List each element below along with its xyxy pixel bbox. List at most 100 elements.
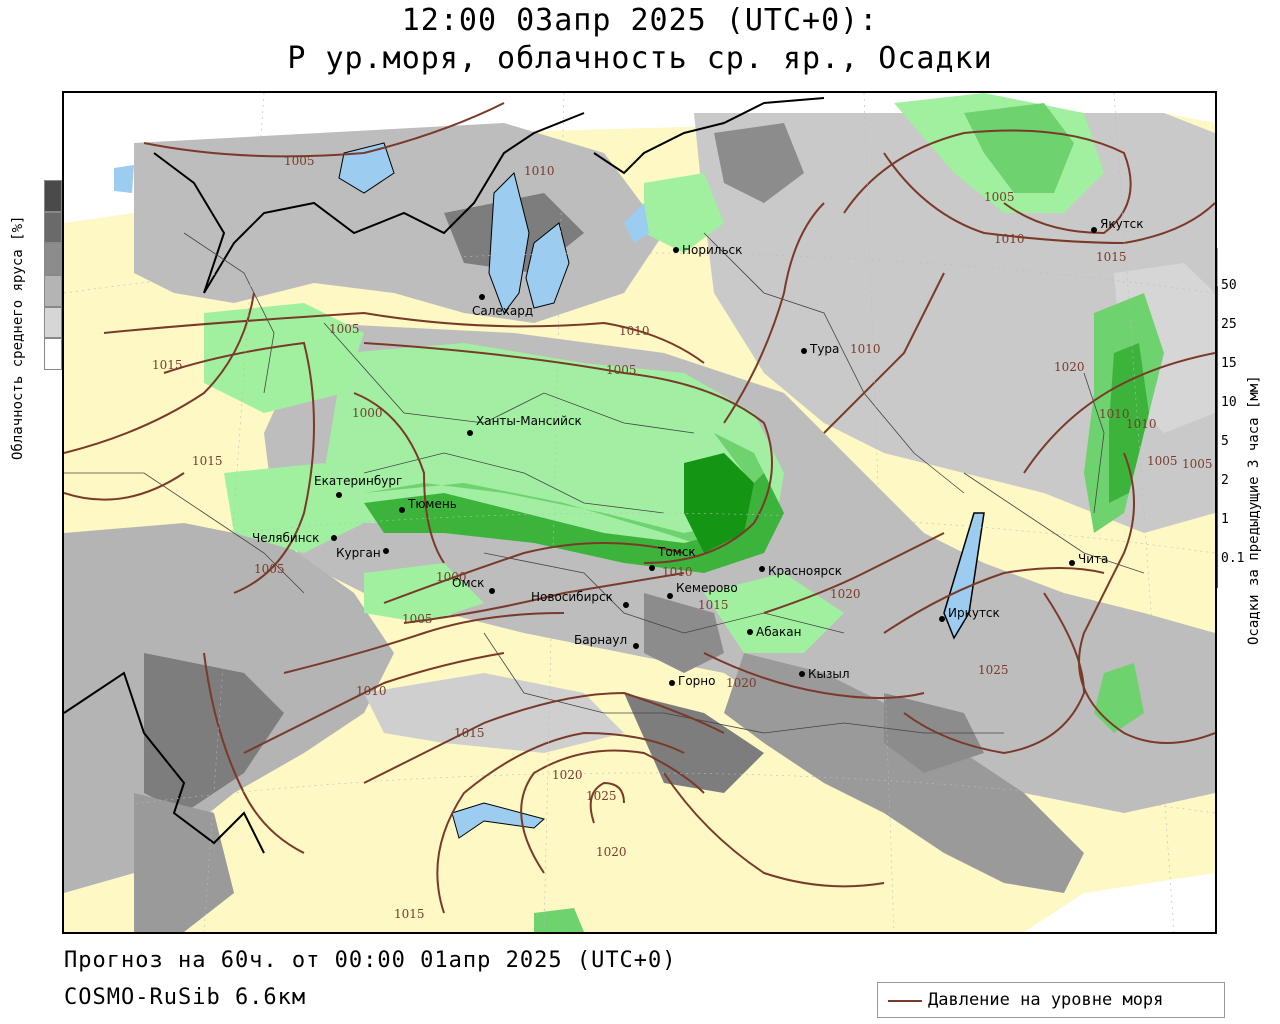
isobar-label: 1010 <box>524 164 555 178</box>
pressure-legend-label: Давление на уровне моря <box>928 990 1164 1010</box>
precip-tick-50: 50 <box>1221 278 1237 293</box>
city-dot <box>673 247 679 253</box>
isobar-label: 1020 <box>1054 360 1085 374</box>
forecast-info: Прогноз на 60ч. от 00:00 01апр 2025 (UTC… <box>64 948 677 973</box>
city-markers: Норильск Якутск Салехард Тура Ханты-Мансийск… <box>252 217 1144 688</box>
isobar-label: 1005 <box>984 190 1015 204</box>
city-label: Тура <box>809 342 839 356</box>
isobar-label: 1005 <box>1147 454 1178 468</box>
precip-tick-01: 0.1 <box>1221 551 1245 566</box>
isobar-label: 1015 <box>698 598 729 612</box>
city-label: Челябинск <box>252 531 319 545</box>
cloud-colorbar-segment <box>44 306 62 339</box>
water-bodies <box>114 142 985 839</box>
city-dot <box>331 535 337 541</box>
isobars <box>64 102 1215 914</box>
city-dot <box>649 565 655 571</box>
precip-tick-25: 25 <box>1221 317 1237 332</box>
pressure-legend-swatch <box>888 1000 922 1002</box>
model-name: COSMO-RuSib 6.6км <box>64 985 307 1010</box>
isobar-label: 1025 <box>586 789 617 803</box>
isobar-label: 1010 <box>356 684 387 698</box>
city-dot <box>1069 560 1075 566</box>
city-label: Кызыл <box>808 667 850 681</box>
city-dot <box>747 629 753 635</box>
city-label: Абакан <box>756 625 801 639</box>
city-dot <box>489 588 495 594</box>
precip-tick-15: 15 <box>1221 356 1237 371</box>
isobar-label: 1005 <box>284 154 315 168</box>
isobar-label: 1005 <box>254 562 285 576</box>
city-label: Якутск <box>1100 217 1144 231</box>
city-label: Новосибирск <box>531 590 613 604</box>
isobar-label: 1020 <box>830 587 861 601</box>
cloud-colorbar-segment <box>44 180 62 212</box>
city-label: Красноярск <box>768 564 842 578</box>
cloud-colorbar-title: Облачность среднего яруса [%] <box>10 215 26 460</box>
precip-tick-5: 5 <box>1221 434 1229 449</box>
city-dot <box>383 548 389 554</box>
isobar-label: 1000 <box>436 570 467 584</box>
isobar-label: 1005 <box>329 322 360 336</box>
city-dot <box>799 671 805 677</box>
city-dot <box>467 430 473 436</box>
city-dot <box>669 680 675 686</box>
city-label: Тюмень <box>407 497 457 511</box>
city-label: Чита <box>1078 552 1108 566</box>
cloud-colorbar <box>44 180 62 370</box>
cloud-colorbar-segment <box>44 243 62 275</box>
city-label: Ханты-Мансийск <box>476 414 582 428</box>
isobar-label: 1025 <box>978 663 1009 677</box>
isobar-label: 1020 <box>596 845 627 859</box>
city-dot <box>623 602 629 608</box>
city-dot <box>336 492 342 498</box>
map-canvas: 1005 1010 1005 1010 1005 1015 1010 1005 1010 1015… <box>64 93 1215 932</box>
isobar-label: 1020 <box>726 676 757 690</box>
graticule <box>64 93 1215 932</box>
map-title: 12:00 03апр 2025 (UTC+0): <box>401 3 879 38</box>
city-dot <box>759 566 765 572</box>
forecast-map[interactable]: 1005 1010 1005 1010 1005 1015 1010 1005 1010 1015… <box>62 91 1217 934</box>
city-dot <box>1091 227 1097 233</box>
pressure-legend: Давление на уровне моря <box>877 982 1225 1018</box>
city-dot <box>633 643 639 649</box>
city-label: Норильск <box>682 243 742 257</box>
precip-tick-1: 1 <box>1221 512 1229 527</box>
cloud-colorbar-segment <box>44 338 62 370</box>
isobar-label: 1015 <box>454 726 485 740</box>
map-subtitle: P ур.моря, облачность ср. яр., Осадки <box>287 41 993 76</box>
isobar-label: 1005 <box>402 612 433 626</box>
region-borders <box>64 232 1145 734</box>
isobar-label: 1020 <box>552 768 583 782</box>
city-dot <box>939 616 945 622</box>
isobar-label: 1010 <box>994 232 1025 246</box>
city-dot <box>801 348 807 354</box>
precip-tick-2: 2 <box>1221 473 1229 488</box>
isobar-label: 1015 <box>152 358 183 372</box>
isobar-label: 1015 <box>1096 250 1127 264</box>
city-dot <box>667 593 673 599</box>
city-label: Салехард <box>472 304 533 318</box>
isobar-label: 1010 <box>662 565 693 579</box>
city-dot <box>399 507 405 513</box>
city-label: Горно <box>678 674 715 688</box>
isobar-label: 1010 <box>1099 407 1130 421</box>
city-label: Барнаул <box>574 633 627 647</box>
isobar-label: 1000 <box>352 406 383 420</box>
isobar-label: 1005 <box>606 363 637 377</box>
precip-tick-10: 10 <box>1221 395 1237 410</box>
city-label: Кемерово <box>676 581 738 595</box>
isobar-label: 1010 <box>850 342 881 356</box>
city-label: Курган <box>336 546 381 560</box>
isobar-label: 1010 <box>619 324 650 338</box>
isobar-label: 1005 <box>1182 457 1213 471</box>
isobar-label: 1015 <box>192 454 223 468</box>
city-dot <box>479 294 485 300</box>
isobar-labels: 1005 1010 1005 1010 1005 1015 1010 1005 1010 1015… <box>152 154 1213 921</box>
isobar-label: 1015 <box>394 907 425 921</box>
cloud-colorbar-segment <box>44 275 62 307</box>
precip-colorbar-title: Осадки за предыдущие 3 часа [мм] <box>1246 375 1262 645</box>
city-label: Иркутск <box>948 606 1000 620</box>
city-label: Омск <box>452 576 484 590</box>
city-label: Екатеринбург <box>314 474 402 488</box>
